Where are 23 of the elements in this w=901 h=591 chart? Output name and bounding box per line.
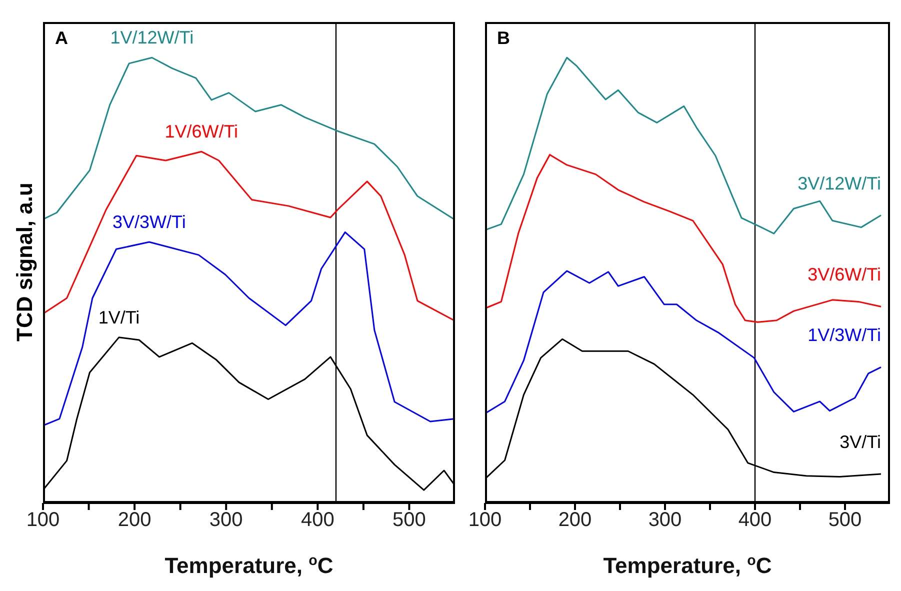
x-tick-label: 100 [26, 509, 60, 532]
series-label: 3V/3W/Ti [112, 212, 186, 232]
x-tick-label: 500 [828, 509, 862, 532]
x-tick-label: 300 [209, 509, 243, 532]
series-label: 3V/12W/Ti [798, 173, 881, 194]
x-axis-title: Temperature, $^{o}$C [603, 553, 772, 578]
x-tick-label: 100 [468, 509, 502, 532]
x-tick-label: 400 [300, 509, 334, 532]
x-tick-label: 200 [558, 509, 592, 532]
y-axis-title: TCD signal, a.u [12, 181, 38, 344]
series-label: 3V/Ti [840, 432, 881, 452]
series-label: 3V/6W/Ti [808, 264, 881, 285]
x-tick-label: 400 [738, 509, 772, 532]
x-tick-label: 500 [392, 509, 426, 532]
series-label: 1V/6W/Ti [164, 122, 238, 142]
series-label: 1V/3W/Ti [808, 325, 881, 346]
text: B [497, 28, 510, 49]
x-tick-label: 300 [648, 509, 682, 532]
series-label: 1V/Ti [98, 307, 140, 328]
x-tick-label: 200 [118, 509, 152, 532]
text: A [55, 28, 68, 49]
series-label: 1V/12W/Ti [110, 28, 194, 48]
x-axis-title: Temperature, $^{o}$C [164, 553, 334, 578]
